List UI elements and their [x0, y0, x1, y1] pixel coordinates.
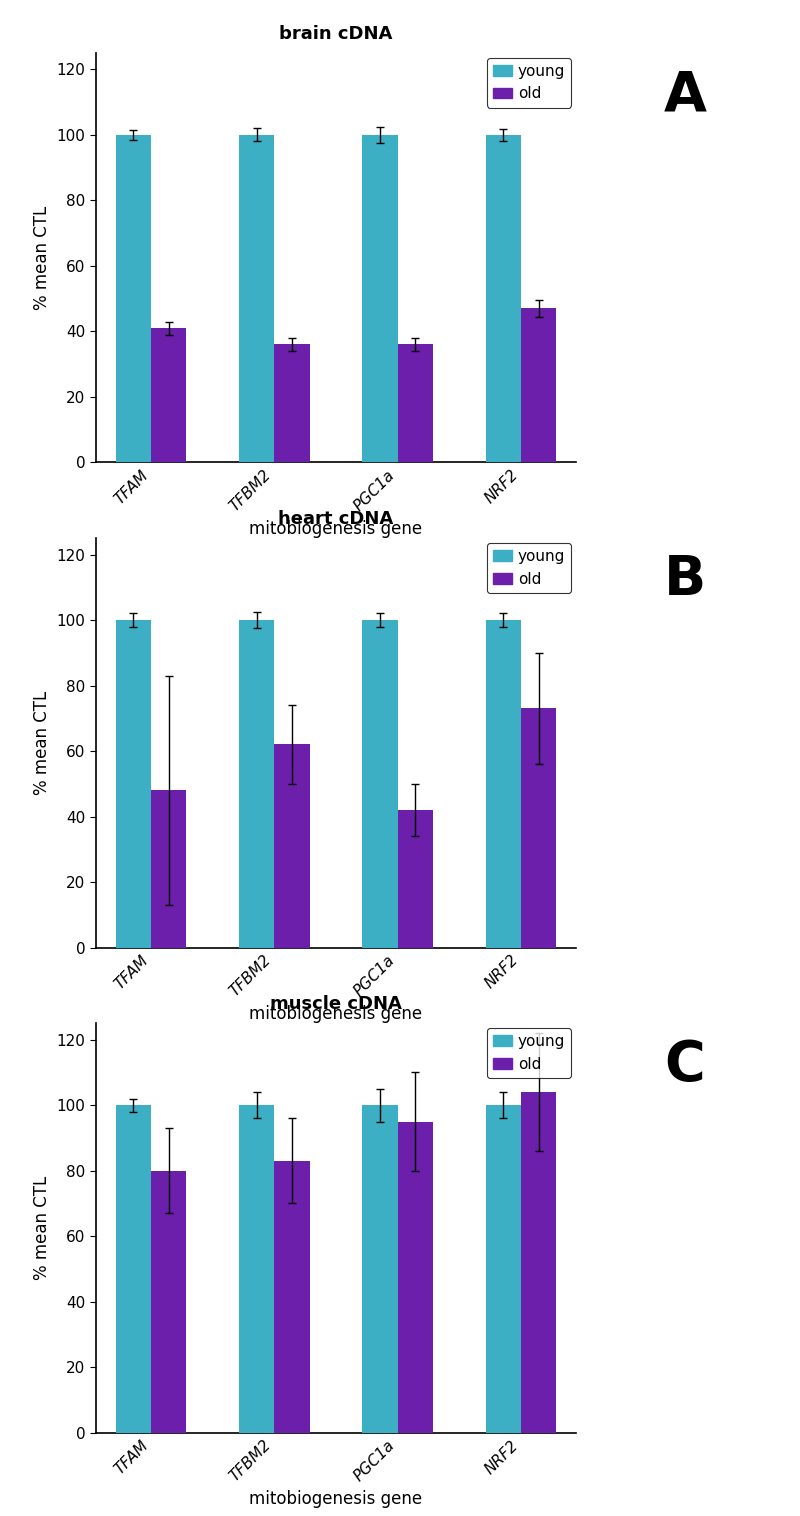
Bar [362, 620, 398, 948]
Bar [151, 790, 186, 948]
Legend: young, old: young, old [487, 1028, 571, 1078]
Bar [486, 1105, 521, 1433]
Legend: young, old: young, old [487, 543, 571, 593]
Bar [151, 327, 186, 462]
Bar [116, 620, 151, 948]
Bar [521, 708, 556, 948]
Bar [274, 344, 310, 462]
Title: heart cDNA: heart cDNA [278, 511, 394, 528]
Bar [362, 1105, 398, 1433]
Bar [486, 135, 521, 462]
Bar [274, 744, 310, 948]
Title: brain cDNA: brain cDNA [279, 26, 393, 42]
Bar [116, 135, 151, 462]
Bar [239, 620, 274, 948]
X-axis label: mitobiogenesis gene: mitobiogenesis gene [250, 1005, 422, 1023]
Bar [116, 1105, 151, 1433]
Bar [521, 1092, 556, 1433]
X-axis label: mitobiogenesis gene: mitobiogenesis gene [250, 1490, 422, 1508]
Bar [521, 308, 556, 462]
Y-axis label: % mean CTL: % mean CTL [33, 1176, 51, 1280]
Bar [151, 1170, 186, 1433]
Legend: young, old: young, old [487, 58, 571, 108]
Text: C: C [664, 1038, 705, 1093]
Title: muscle cDNA: muscle cDNA [270, 996, 402, 1013]
Y-axis label: % mean CTL: % mean CTL [33, 206, 51, 309]
Bar [398, 344, 433, 462]
Text: B: B [664, 553, 706, 608]
Bar [486, 620, 521, 948]
Bar [239, 135, 274, 462]
Bar [239, 1105, 274, 1433]
Bar [398, 1122, 433, 1433]
Bar [362, 135, 398, 462]
Text: A: A [664, 68, 707, 123]
Bar [398, 810, 433, 948]
Y-axis label: % mean CTL: % mean CTL [33, 691, 51, 794]
Bar [274, 1161, 310, 1433]
X-axis label: mitobiogenesis gene: mitobiogenesis gene [250, 520, 422, 538]
